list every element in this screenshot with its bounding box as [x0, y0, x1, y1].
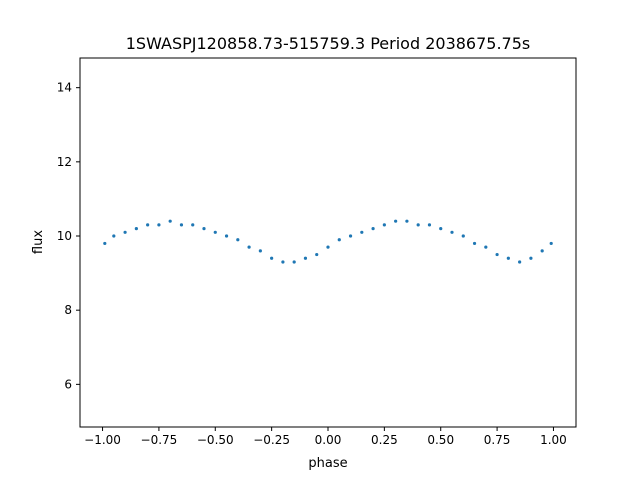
data-point — [472, 241, 477, 246]
data-point — [405, 219, 409, 223]
data-point — [518, 260, 522, 264]
data-point — [303, 256, 308, 260]
x-axis-label: phase — [308, 456, 347, 471]
data-point — [191, 223, 195, 227]
data-point — [394, 219, 398, 223]
data-point — [258, 249, 262, 253]
data-point — [360, 230, 364, 234]
x-tick-label: −0.50 — [197, 433, 234, 447]
data-point — [382, 223, 386, 227]
y-tick-label: 8 — [64, 303, 72, 317]
data-point — [549, 241, 553, 246]
data-point — [270, 256, 274, 260]
plot-area — [80, 58, 576, 427]
y-axis: 6 8 10 12 14 — [57, 81, 80, 391]
x-tick-label: 0.00 — [315, 433, 342, 447]
data-point — [348, 234, 353, 238]
data-point — [103, 241, 107, 246]
x-tick-label: −0.75 — [141, 433, 178, 447]
data-point — [146, 223, 150, 227]
y-tick-label: 6 — [64, 377, 72, 391]
data-point — [450, 230, 454, 234]
data-point — [461, 234, 465, 238]
data-point — [213, 230, 217, 234]
data-point — [371, 226, 375, 231]
x-tick-label: −0.25 — [253, 433, 290, 447]
data-point — [484, 245, 488, 249]
x-tick-label: 0.50 — [427, 433, 454, 447]
data-point — [292, 260, 296, 264]
x-tick-label: 1.00 — [540, 433, 567, 447]
data-point — [427, 223, 432, 227]
y-tick-label: 12 — [57, 155, 72, 169]
x-tick-label: 0.25 — [371, 433, 398, 447]
y-axis-label: flux — [31, 230, 46, 254]
data-point — [134, 226, 138, 231]
data-point — [326, 245, 330, 249]
data-point — [247, 245, 251, 249]
data-point — [337, 238, 341, 242]
data-point — [157, 223, 161, 227]
y-tick-label: 14 — [57, 81, 72, 95]
data-point — [224, 234, 229, 238]
data-point — [179, 223, 184, 227]
data-points — [103, 219, 553, 264]
data-point — [495, 252, 499, 257]
data-point — [123, 230, 127, 234]
data-point — [439, 226, 443, 231]
data-point — [281, 260, 285, 264]
data-point — [529, 256, 533, 260]
x-axis: −1.00 −0.75 −0.50 −0.25 0.00 0.25 0.50 0.75 1.00 — [84, 427, 567, 447]
data-point — [202, 226, 206, 231]
data-point — [112, 234, 116, 238]
x-tick-label: −1.00 — [84, 433, 121, 447]
chart-title: 1SWASPJ120858.73-515759.3 Period 2038675… — [126, 34, 531, 53]
x-tick-label: 0.75 — [484, 433, 511, 447]
data-point — [168, 219, 172, 223]
data-point — [315, 252, 319, 257]
data-point — [416, 223, 420, 227]
y-tick-label: 10 — [57, 229, 72, 243]
data-point — [236, 238, 240, 242]
data-point — [506, 256, 510, 260]
data-point — [540, 249, 544, 253]
